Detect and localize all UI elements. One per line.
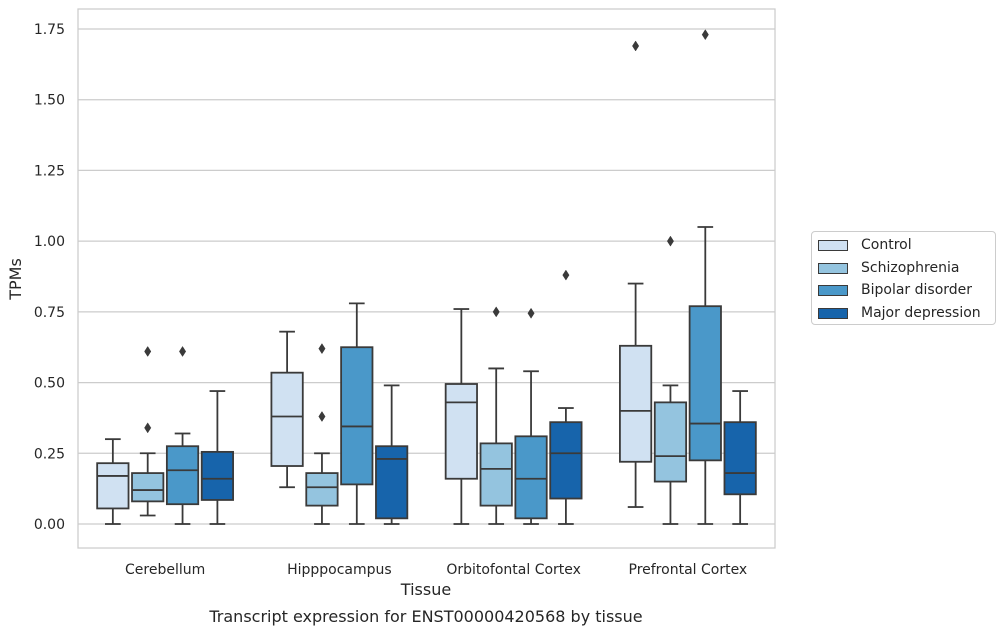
legend-swatch xyxy=(818,239,848,251)
box-iqr xyxy=(270,371,304,467)
box-iqr xyxy=(688,305,722,462)
y-tick-labels: 0.00 0.25 0.50 0.75 1.00 1.25 1.50 1.75 xyxy=(34,22,65,533)
plot-area-frame xyxy=(77,8,776,549)
outlier-point xyxy=(144,422,152,434)
box-schizophrenia xyxy=(653,235,688,525)
x-tick-label: Prefrontal Cortex xyxy=(629,562,748,578)
chart-caption: Transcript expression for ENST0000042056… xyxy=(208,607,642,626)
y-tick-label: 0.50 xyxy=(34,376,65,392)
box-bipolar-disorder xyxy=(688,29,722,525)
legend: Control Schizophrenia Bipolar disorder M… xyxy=(811,231,996,325)
box-iqr xyxy=(165,445,200,506)
box-iqr xyxy=(619,344,653,463)
box-schizophrenia xyxy=(305,343,339,525)
y-tick-label: 0.25 xyxy=(34,446,65,462)
y-tick-label: 1.00 xyxy=(34,234,65,250)
box-control xyxy=(270,330,304,489)
y-tick-label: 0.75 xyxy=(34,305,65,321)
box-iqr xyxy=(96,462,130,510)
box-iqr xyxy=(444,383,478,480)
y-tick-label: 1.50 xyxy=(34,93,65,109)
y-tick-label: 1.75 xyxy=(34,22,65,38)
legend-label: Major depression xyxy=(861,305,981,321)
legend-swatch xyxy=(818,284,848,296)
box-bipolar-disorder xyxy=(514,307,548,525)
outlier-point xyxy=(527,307,535,319)
box-iqr xyxy=(479,442,513,507)
x-tick-labels: Cerebellum Hipppocampus Orbitofontal Corte… xyxy=(125,562,747,578)
outlier-point xyxy=(666,235,674,247)
legend-item-control: Control xyxy=(818,235,912,255)
legend-item-major-depression: Major depression xyxy=(818,303,981,323)
outlier-point xyxy=(492,306,500,318)
box-iqr xyxy=(375,445,409,520)
box-iqr xyxy=(131,472,165,503)
box-major-depression xyxy=(549,269,583,525)
box-bipolar-disorder xyxy=(340,302,374,525)
outlier-point xyxy=(318,411,326,422)
legend-item-bipolar-disorder: Bipolar disorder xyxy=(818,280,972,300)
legend-label: Control xyxy=(861,237,912,253)
box-iqr xyxy=(514,435,548,520)
legend-swatch xyxy=(818,262,848,274)
x-tick-label: Cerebellum xyxy=(125,562,205,578)
box-iqr xyxy=(723,421,757,496)
legend-swatch xyxy=(818,307,848,319)
y-axis-label: TPMs xyxy=(6,258,25,301)
outlier-point xyxy=(632,40,640,52)
x-tick-label: Hipppocampus xyxy=(287,562,392,578)
legend-label: Schizophrenia xyxy=(861,260,960,276)
outlier-point xyxy=(179,345,187,357)
box-control xyxy=(619,40,653,508)
y-tick-label: 0.00 xyxy=(34,517,65,533)
box-iqr xyxy=(340,346,374,486)
box-major-depression xyxy=(200,390,234,525)
box-iqr xyxy=(549,421,583,500)
box-schizophrenia xyxy=(479,306,513,525)
box-iqr xyxy=(653,401,688,483)
x-axis-label: Tissue xyxy=(400,580,451,599)
outlier-point xyxy=(318,343,326,355)
box-major-depression xyxy=(375,384,409,525)
box-control xyxy=(444,308,478,525)
box-iqr xyxy=(305,472,339,507)
box-schizophrenia xyxy=(131,345,165,517)
legend-label: Bipolar disorder xyxy=(861,282,973,298)
boxes xyxy=(96,29,757,525)
box-control xyxy=(96,438,130,525)
outlier-point xyxy=(562,269,570,281)
legend-item-schizophrenia: Schizophrenia xyxy=(818,258,959,278)
outlier-point xyxy=(144,345,152,357)
box-major-depression xyxy=(723,390,757,525)
box-bipolar-disorder xyxy=(165,345,200,525)
y-tick-label: 1.25 xyxy=(34,163,65,179)
box-iqr xyxy=(200,450,234,501)
outlier-point xyxy=(701,29,709,41)
x-tick-label: Orbitofontal Cortex xyxy=(446,562,581,578)
